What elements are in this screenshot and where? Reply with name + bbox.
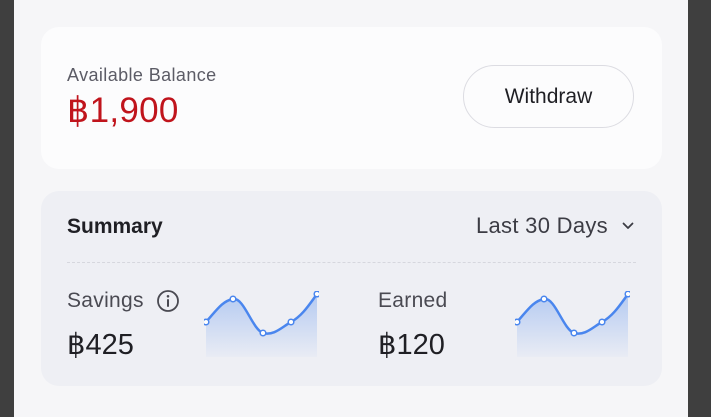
screen-frame: Available Balance ฿1,900 Withdraw Summar… [14, 0, 688, 417]
savings-label: Savings [67, 289, 144, 312]
savings-sparkline [204, 291, 319, 357]
chevron-down-icon [622, 222, 634, 229]
savings-value: ฿425 [67, 329, 134, 361]
info-icon[interactable] [156, 289, 180, 313]
earned-label: Earned [378, 289, 448, 312]
balance-label: Available Balance [67, 65, 217, 85]
balance-card: Available Balance ฿1,900 Withdraw [41, 27, 662, 169]
summary-title: Summary [67, 215, 163, 238]
earned-stat-label: Earned [378, 289, 448, 313]
earned-value: ฿120 [378, 329, 445, 361]
summary-card: Summary Last 30 Days Savings ฿425 [41, 191, 662, 386]
date-range-label: Last 30 Days [475, 213, 608, 238]
date-range-select[interactable]: Last 30 Days [476, 213, 634, 239]
earned-sparkline [515, 291, 630, 357]
withdraw-button[interactable]: Withdraw [463, 65, 634, 128]
savings-stat-label: Savings [67, 289, 180, 313]
balance-amount: ฿1,900 [67, 91, 179, 130]
summary-divider [67, 262, 636, 263]
